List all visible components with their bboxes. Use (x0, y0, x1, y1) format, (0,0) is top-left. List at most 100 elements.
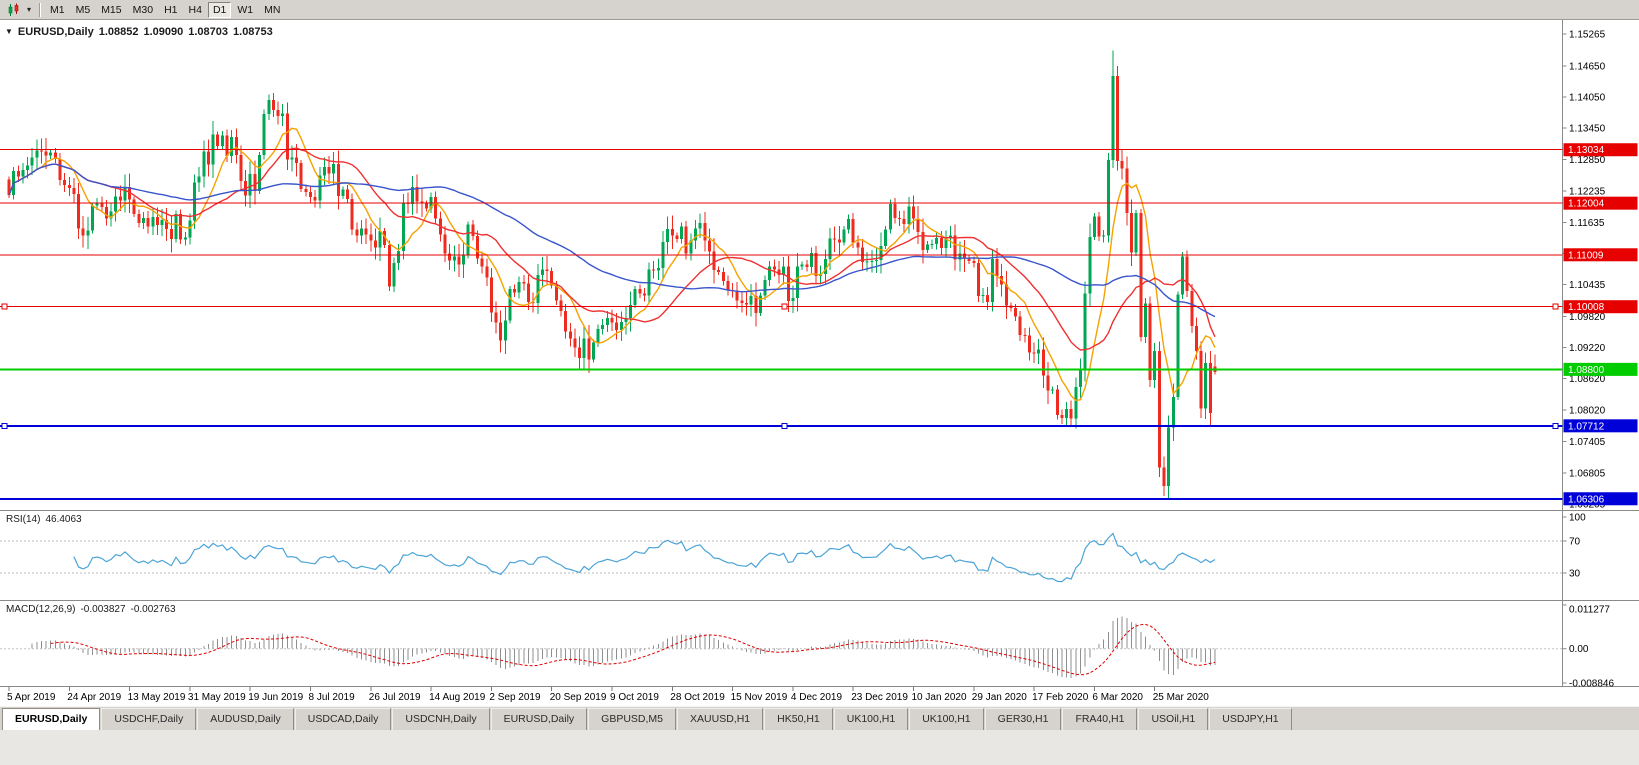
candle-body (596, 328, 600, 343)
ohlc-high: 1.09090 (143, 26, 184, 38)
candle-body (378, 230, 382, 248)
chart-tab-13[interactable]: USOil,H1 (1138, 708, 1209, 730)
candle-body (58, 158, 62, 181)
candle-body (522, 282, 526, 284)
candle-body (1069, 408, 1073, 419)
candle-body (1167, 427, 1171, 487)
chart-tab-1[interactable]: USDCHF,Daily (101, 708, 197, 730)
candle-body (805, 264, 809, 268)
timeframe-button-mn[interactable]: MN (264, 3, 281, 16)
candle-body (206, 151, 210, 165)
candle-body (118, 196, 122, 201)
candle-body (656, 268, 660, 271)
timeframe-button-w1[interactable]: W1 (237, 3, 254, 16)
candle-body (531, 301, 535, 303)
timeframe-button-m30[interactable]: M30 (132, 3, 154, 16)
candle-body (397, 251, 401, 264)
candle-body (707, 240, 711, 252)
chart-tab-8[interactable]: HK50,H1 (764, 708, 833, 730)
timeframe-button-m5[interactable]: M5 (75, 3, 91, 16)
date-label: 19 Jun 2019 (248, 692, 303, 703)
timeframe-button-h4[interactable]: H4 (188, 3, 202, 16)
price-line-label: 1.10008 (1568, 302, 1605, 313)
chart-tab-9[interactable]: UK100,H1 (833, 708, 909, 730)
price-line-label: 1.08800 (1568, 365, 1605, 376)
chart-tab-5[interactable]: EURUSD,Daily (490, 708, 588, 730)
candle-body (271, 100, 275, 110)
chart-tab-6[interactable]: GBPUSD,M5 (588, 708, 677, 730)
chart-tab-2[interactable]: AUDUSD,Daily (197, 708, 294, 730)
candle-body (373, 240, 377, 248)
candle-body (800, 264, 804, 267)
candle-body (462, 255, 466, 265)
timeframe-button-d1[interactable]: D1 (207, 1, 232, 18)
candle-body (489, 277, 493, 313)
candle-body (721, 271, 725, 282)
candle-body (123, 186, 127, 201)
candle-body (591, 342, 595, 360)
timeframe-button-h1[interactable]: H1 (164, 3, 178, 16)
candle-body (953, 235, 957, 260)
chart-tab-7[interactable]: XAUUSD,H1 (677, 708, 764, 730)
candle-body (907, 206, 911, 225)
candle-body (128, 186, 132, 200)
candle-body (360, 228, 364, 236)
candle-body (100, 202, 104, 208)
macd-axis-label: -0.008846 (1569, 679, 1614, 690)
candle-body (990, 258, 994, 302)
price-tick-label: 1.07405 (1569, 437, 1606, 448)
line-handle[interactable] (781, 303, 788, 310)
candle-body (475, 236, 479, 259)
chart-tab-4[interactable]: USDCNH,Daily (392, 708, 490, 730)
chart-tab-12[interactable]: FRA40,H1 (1062, 708, 1138, 730)
date-label: 4 Dec 2019 (791, 692, 843, 703)
chart-ohlc-header: ▼ EURUSD,Daily 1.08852 1.09090 1.08703 1.0875… (5, 26, 273, 38)
chart-tab-0[interactable]: EURUSD,Daily (2, 708, 101, 730)
candle-body (253, 173, 257, 191)
candle-body (916, 218, 920, 232)
candle-body (86, 230, 90, 236)
candle-body (633, 288, 637, 306)
date-label: 17 Feb 2020 (1032, 692, 1089, 703)
candle-body (921, 231, 925, 251)
date-label: 5 Apr 2019 (7, 692, 56, 703)
toolbar: ▾ M1 M5 M15 M30 H1 H4 D1 W1 MN (0, 0, 1639, 20)
candle-body (935, 238, 939, 244)
candle-body (689, 240, 693, 254)
candle-body (183, 237, 187, 240)
line-handle[interactable] (781, 422, 788, 429)
candle-body (299, 162, 303, 189)
line-handle[interactable] (1, 303, 8, 310)
timeframe-button-m1[interactable]: M1 (50, 3, 65, 16)
candle-body (39, 150, 43, 152)
candle-body (851, 218, 855, 243)
candle-body (26, 165, 30, 171)
price-line-label-box (1563, 419, 1638, 433)
candle-body (1014, 308, 1018, 317)
ohlc-low: 1.08703 (188, 26, 229, 38)
candle-body (494, 312, 498, 323)
candle-body (884, 229, 888, 246)
candle-body (652, 269, 656, 271)
candle-body (870, 260, 874, 262)
chart-tab-11[interactable]: GER30,H1 (984, 708, 1062, 730)
candle-body (1078, 369, 1082, 388)
chart-area[interactable]: 1.15265 1.14650 1.14050 1.13450 1.12850 1.122… (0, 20, 1639, 706)
chart-type-icon[interactable] (4, 1, 24, 18)
candle-body (415, 186, 419, 202)
timeframe-button-m15[interactable]: M15 (101, 3, 122, 16)
line-handle[interactable] (1552, 303, 1559, 310)
chart-type-dropdown-icon[interactable]: ▾ (26, 5, 31, 14)
candle-body (749, 296, 753, 305)
chart-tab-14[interactable]: USDJPY,H1 (1209, 708, 1292, 730)
chart-tab-10[interactable]: UK100,H1 (909, 708, 984, 730)
candle-body (536, 274, 540, 303)
collapse-triangle-icon[interactable]: ▼ (5, 27, 13, 36)
date-label: 6 Mar 2020 (1092, 692, 1143, 703)
candle-body (452, 256, 456, 261)
line-handle[interactable] (1, 422, 8, 429)
line-handle[interactable] (1552, 422, 1559, 429)
chart-tab-3[interactable]: USDCAD,Daily (294, 708, 392, 730)
candle-body (995, 258, 999, 277)
candle-body (72, 187, 76, 195)
